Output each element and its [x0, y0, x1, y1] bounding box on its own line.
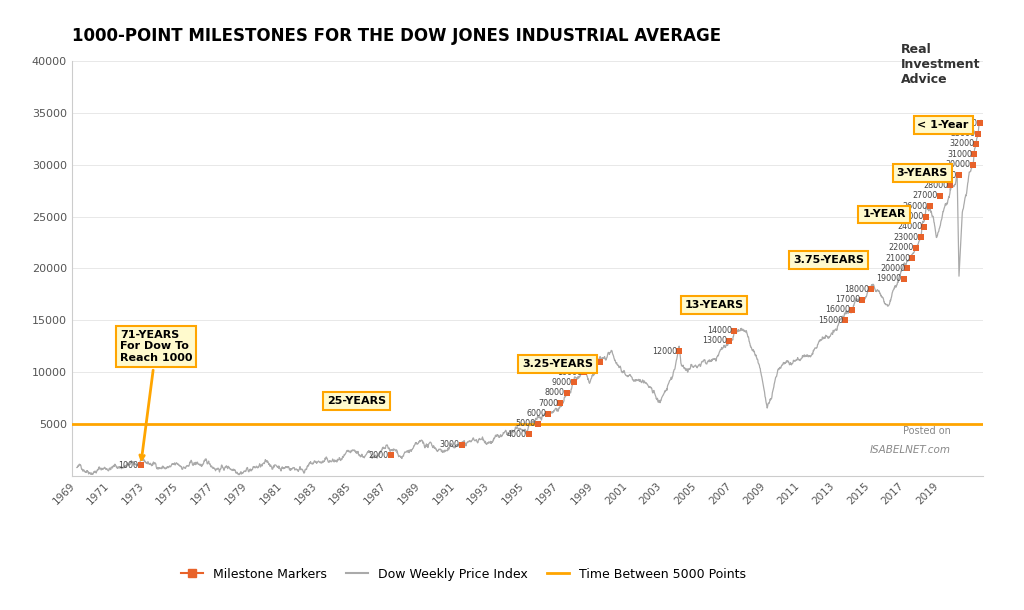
Text: 26000: 26000 [902, 202, 928, 210]
Text: 25000: 25000 [899, 212, 924, 221]
Text: 4000: 4000 [507, 430, 527, 439]
Text: 11000: 11000 [572, 357, 598, 366]
Text: 17000: 17000 [835, 295, 860, 304]
Text: 13000: 13000 [702, 337, 727, 345]
Text: Real
Investment
Advice: Real Investment Advice [901, 43, 981, 85]
Text: Posted on: Posted on [903, 426, 951, 436]
Text: 14000: 14000 [708, 326, 732, 335]
Text: 3-YEARS: 3-YEARS [897, 168, 948, 178]
Text: 12000: 12000 [652, 347, 677, 356]
Text: 6000: 6000 [526, 409, 546, 418]
Text: 3.25-YEARS: 3.25-YEARS [522, 359, 593, 369]
Text: 13-YEARS: 13-YEARS [684, 300, 743, 310]
Text: 3000: 3000 [439, 440, 460, 449]
Text: 27000: 27000 [912, 192, 938, 200]
Text: 71-YEARS
For Dow To
Reach 1000: 71-YEARS For Dow To Reach 1000 [120, 329, 193, 459]
Text: 33000: 33000 [951, 129, 976, 138]
Text: 1000-POINT MILESTONES FOR THE DOW JONES INDUSTRIAL AVERAGE: 1000-POINT MILESTONES FOR THE DOW JONES … [72, 27, 721, 46]
Text: 2000: 2000 [369, 451, 389, 459]
Text: 18000: 18000 [844, 285, 868, 293]
Text: 31000: 31000 [947, 150, 973, 159]
Text: 34000: 34000 [952, 119, 978, 127]
Text: 7000: 7000 [538, 399, 558, 407]
Text: 9000: 9000 [552, 378, 571, 387]
Text: 23000: 23000 [894, 233, 919, 242]
Text: 24000: 24000 [897, 223, 923, 231]
Text: 8000: 8000 [545, 389, 565, 397]
Text: 10000: 10000 [557, 368, 583, 376]
Text: 5000: 5000 [515, 420, 536, 428]
Text: 20000: 20000 [880, 264, 905, 273]
Legend: Milestone Markers, Dow Weekly Price Index, Time Between 5000 Points: Milestone Markers, Dow Weekly Price Inde… [176, 562, 752, 586]
Text: 29000: 29000 [932, 171, 956, 179]
Text: 16000: 16000 [824, 306, 850, 314]
Text: 25-YEARS: 25-YEARS [327, 396, 386, 406]
Text: ISABELNET.com: ISABELNET.com [870, 445, 951, 455]
Text: 32000: 32000 [949, 140, 974, 148]
Text: 15000: 15000 [818, 316, 843, 325]
Text: 3.75-YEARS: 3.75-YEARS [794, 255, 864, 265]
Text: 28000: 28000 [923, 181, 948, 190]
Text: 22000: 22000 [889, 243, 913, 252]
Text: 1-YEAR: 1-YEAR [862, 209, 905, 220]
Text: 1000: 1000 [119, 461, 138, 470]
Text: 30000: 30000 [945, 160, 971, 169]
Text: 21000: 21000 [885, 254, 910, 262]
Text: < 1-Year: < 1-Year [918, 120, 969, 131]
Text: 19000: 19000 [877, 274, 901, 283]
